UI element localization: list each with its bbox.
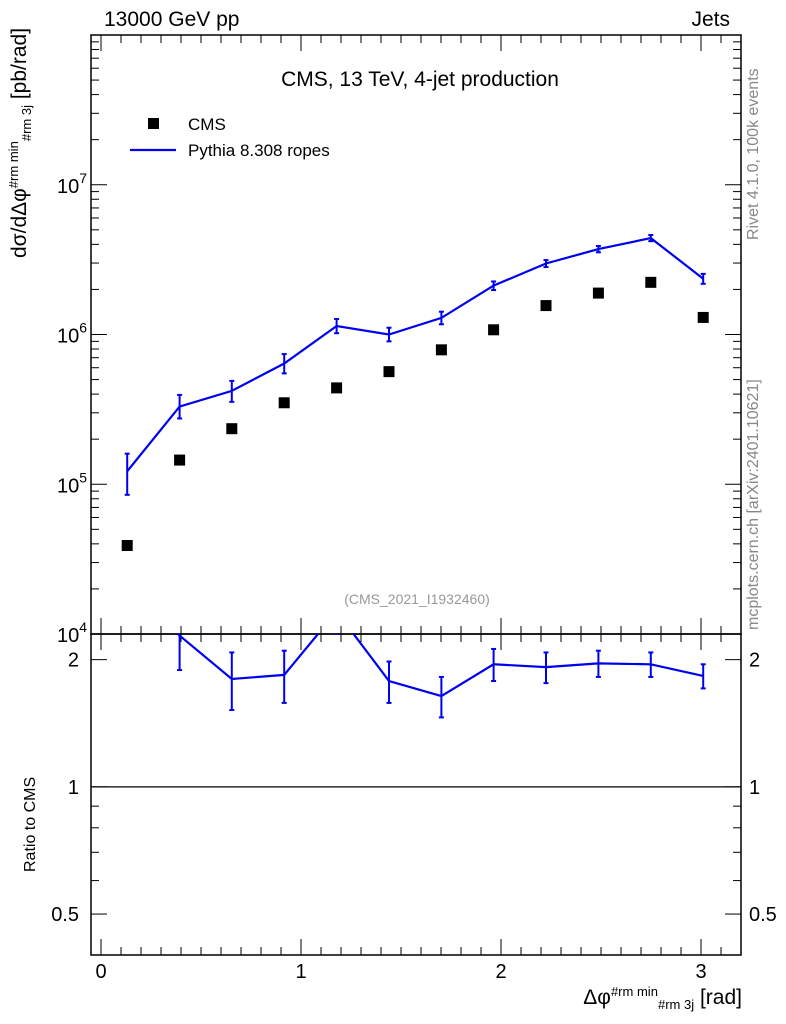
x-axis-title: Δφ#rm min#rm 3j [rad] [583,984,742,1012]
legend-label: Pythia 8.308 ropes [188,141,330,160]
cms-data-point [488,324,500,336]
x-axis-title-sub: #rm 3j [657,997,695,1013]
cms-data-point [226,423,238,435]
ratio-y-tick-label-left: 0.5 [51,904,79,926]
main-y-tick-label-exp: 5 [79,469,87,485]
cms-data-point [174,454,186,466]
main-y-tick-label-base: 10 [57,176,79,198]
main-panel: CMS, 13 TeV, 4-jet production (CMS_2021_… [57,34,742,647]
chart-title: CMS, 13 TeV, 4-jet production [281,68,559,91]
main-y-tick-label: 105 [57,469,87,497]
x-axis-title-sup: #rm min [610,984,658,999]
cms-data-point [278,397,290,409]
ratio-data-layer [176,634,706,719]
x-axis-title-unit: [rad] [699,986,742,1009]
header-energy-label: 13000 GeV pp [104,8,240,31]
ratio-panel: 0 1 2 3 0.5 0.5 1 1 2 2 [51,633,777,983]
ratio-y-tick-label-left: 1 [68,777,79,799]
main-y-tick-label-exp: 4 [79,619,87,635]
ratio-y-tick-label-right: 0.5 [749,904,777,926]
cms-data-point [383,366,395,378]
cms-data-point [435,344,447,356]
ratio-y-tick-label-right: 2 [749,650,760,672]
cms-data-point [697,311,709,323]
x-tick-label: 0 [95,961,106,983]
legend: CMS Pythia 8.308 ropes [130,115,330,160]
ratio-y-tick-label-left: 2 [68,650,79,672]
legend-cms-marker [148,118,159,129]
header-process-label: Jets [691,8,730,31]
main-y-tick-label-base: 10 [57,625,79,647]
main-y-tick-label: 104 [57,619,87,647]
cms-data-point [592,287,604,299]
cms-data-point [645,276,657,288]
legend-label: CMS [188,115,226,134]
pythia-line [126,236,704,472]
x-axis-title-prefix: Δφ [583,986,611,1009]
main-y-tick-label-base: 10 [57,475,79,497]
ratio-line [176,634,704,698]
ratio-y-tick-label-right: 1 [749,777,760,799]
ratio-frame [90,633,742,956]
x-tick-label: 3 [695,961,706,983]
main-y-tick-label-base: 10 [57,326,79,348]
main-y-tick-label: 106 [57,320,87,348]
analysis-watermark: (CMS_2021_I1932460) [344,591,490,607]
cms-data-point [121,539,133,551]
cms-data-point [331,382,343,394]
main-y-tick-label-exp: 7 [79,170,87,186]
main-y-tick-label-exp: 6 [79,320,87,336]
main-data-layer [121,233,709,551]
x-tick-label: 2 [495,961,506,983]
cms-data-point [540,300,552,312]
x-tick-label: 1 [295,961,306,983]
main-y-tick-label: 107 [57,170,87,198]
